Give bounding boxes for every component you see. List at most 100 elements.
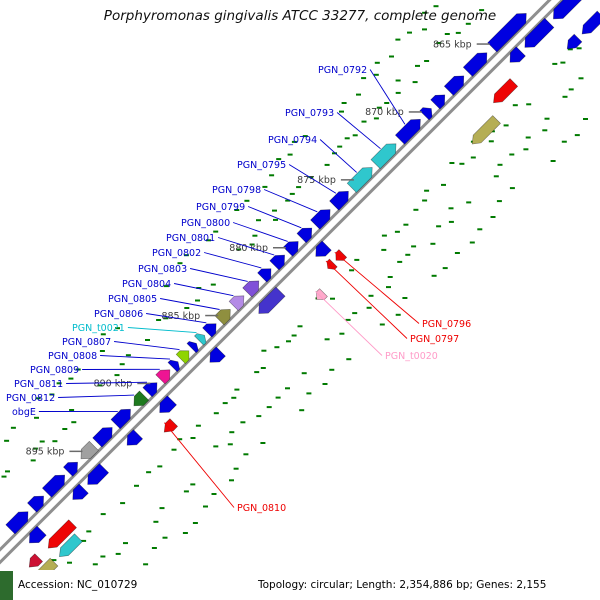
gene-arrow[interactable] bbox=[242, 280, 260, 298]
gene-label[interactable]: PGN_0805 bbox=[108, 294, 157, 305]
gene-label[interactable]: PGN_0804 bbox=[122, 279, 171, 290]
gene-label[interactable]: PGN_0811 bbox=[14, 379, 63, 390]
gene-arrow[interactable] bbox=[209, 346, 226, 363]
plot-dash bbox=[120, 502, 126, 505]
gene-arrow[interactable] bbox=[80, 440, 99, 460]
gene-arrow[interactable] bbox=[394, 118, 421, 145]
gene-label[interactable]: PGN_0810 bbox=[237, 503, 286, 514]
gene-arrow[interactable] bbox=[175, 350, 190, 365]
gene-arrow[interactable] bbox=[155, 369, 171, 385]
gene-label[interactable]: PGN_0807 bbox=[62, 337, 111, 348]
gene-arrow[interactable] bbox=[202, 323, 217, 338]
gene-arrow[interactable] bbox=[524, 17, 555, 48]
plot-dash bbox=[261, 349, 267, 352]
gene-arrow[interactable] bbox=[41, 474, 66, 498]
gene-arrow[interactable] bbox=[487, 13, 527, 53]
gene-arrow[interactable] bbox=[63, 461, 78, 477]
plot-dash bbox=[361, 77, 367, 80]
map-title: Porphyromonas gingivalis ATCC 33277, com… bbox=[103, 8, 497, 24]
gene-label[interactable]: PGN_0795 bbox=[237, 160, 286, 171]
gene-arrow[interactable] bbox=[493, 78, 519, 104]
plot-dash bbox=[5, 470, 10, 473]
gene-label[interactable]: PGN_0798 bbox=[212, 185, 261, 196]
gene-arrow[interactable] bbox=[5, 511, 29, 535]
plot-dash bbox=[469, 241, 475, 244]
gene-label[interactable]: PGN_0792 bbox=[318, 65, 367, 76]
gene-arrow[interactable] bbox=[133, 390, 150, 407]
gene-arrow[interactable] bbox=[214, 309, 231, 326]
gene-arrow[interactable] bbox=[126, 429, 144, 446]
gene-arrow[interactable] bbox=[553, 0, 588, 20]
gene-arrow[interactable] bbox=[346, 167, 373, 193]
gene-arrow[interactable] bbox=[257, 268, 272, 283]
gene-arrow[interactable] bbox=[310, 209, 331, 230]
plot-dash bbox=[296, 186, 302, 189]
plot-dash bbox=[306, 392, 312, 395]
gene-arrow[interactable] bbox=[471, 115, 501, 145]
gene-arrow[interactable] bbox=[87, 463, 110, 485]
plot-dash bbox=[299, 409, 305, 412]
gene-label[interactable]: PGN_0803 bbox=[138, 264, 187, 275]
gene-label[interactable]: PGN_0800 bbox=[181, 218, 230, 229]
gene-arrow[interactable] bbox=[509, 46, 526, 63]
gene-arrow[interactable] bbox=[419, 107, 433, 121]
gene-arrow[interactable] bbox=[296, 227, 313, 244]
gene-arrow[interactable] bbox=[316, 288, 328, 300]
gene-arrow[interactable] bbox=[159, 395, 177, 413]
gene-label[interactable]: PGN_0812 bbox=[6, 393, 55, 404]
gene-arrow[interactable] bbox=[581, 10, 600, 35]
gene-arrow[interactable] bbox=[194, 333, 207, 346]
gene-arrow[interactable] bbox=[29, 525, 47, 544]
gene-arrow[interactable] bbox=[72, 483, 89, 500]
gene-label[interactable]: PGN_0796 bbox=[422, 319, 471, 330]
plot-dash bbox=[395, 313, 401, 316]
gene-label[interactable]: PGN_0797 bbox=[410, 334, 459, 345]
gene-label[interactable]: PGN_0801 bbox=[166, 233, 215, 244]
gene-label[interactable]: PGN_0806 bbox=[94, 309, 143, 320]
gene-arrow[interactable] bbox=[47, 519, 77, 549]
gene-arrow[interactable] bbox=[326, 258, 338, 270]
gene-arrow[interactable] bbox=[282, 241, 299, 257]
gene-label-leader bbox=[100, 355, 171, 360]
gene-label[interactable]: PGN_t0020 bbox=[385, 351, 438, 362]
gene-arrow[interactable] bbox=[566, 33, 583, 50]
gene-arrow[interactable] bbox=[462, 52, 488, 77]
gene-label[interactable]: PGN_0794 bbox=[268, 135, 317, 146]
gene-arrow[interactable] bbox=[269, 254, 285, 271]
gene-arrow[interactable] bbox=[167, 359, 181, 373]
gene-arrow[interactable] bbox=[110, 408, 131, 430]
gene-arrow[interactable] bbox=[443, 75, 465, 96]
plot-dash bbox=[567, 48, 573, 51]
gene-label-leader bbox=[203, 252, 262, 269]
plot-dash bbox=[509, 187, 515, 190]
gene-label-leader bbox=[369, 69, 406, 125]
scale-marker-tick bbox=[340, 179, 354, 181]
plot-dash bbox=[465, 22, 471, 25]
gene-label[interactable]: PGN_0799 bbox=[196, 202, 245, 213]
gene-arrow[interactable] bbox=[430, 94, 446, 110]
gene-arrow[interactable] bbox=[28, 553, 44, 568]
gene-label[interactable]: PGN_t0021 bbox=[72, 323, 125, 334]
plot-dash bbox=[100, 513, 106, 516]
gene-arrow[interactable] bbox=[59, 533, 83, 558]
gene-arrow[interactable] bbox=[315, 240, 332, 257]
gene-label[interactable]: PGN_0793 bbox=[285, 108, 334, 119]
gene-arrow[interactable] bbox=[329, 190, 349, 211]
gene-arrow[interactable] bbox=[27, 495, 44, 513]
gene-arrow[interactable] bbox=[163, 418, 179, 433]
gene-arrow[interactable] bbox=[258, 286, 286, 314]
plot-dash bbox=[373, 117, 379, 120]
plot-dash bbox=[337, 145, 343, 148]
gene-label[interactable]: PGN_0809 bbox=[30, 365, 79, 376]
gene-label[interactable]: PGN_0808 bbox=[48, 351, 97, 362]
gene-label[interactable]: PGN_0802 bbox=[152, 248, 201, 259]
gene-arrow[interactable] bbox=[370, 143, 397, 170]
gene-arrow[interactable] bbox=[228, 295, 245, 312]
gene-arrow[interactable] bbox=[92, 427, 113, 448]
gene-arrow[interactable] bbox=[186, 341, 199, 354]
gene-label[interactable]: obgE bbox=[12, 407, 36, 418]
plot-dash bbox=[195, 299, 200, 302]
plot-dash bbox=[442, 267, 448, 270]
plot-dash bbox=[430, 242, 436, 245]
gene-arrow[interactable] bbox=[335, 249, 348, 261]
